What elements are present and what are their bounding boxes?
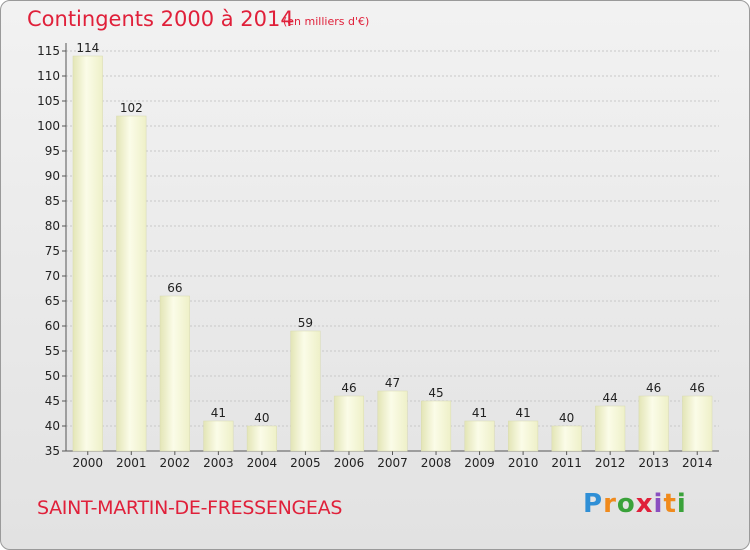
y-tick-label: 90 — [45, 169, 60, 183]
bar-2013 — [638, 395, 669, 452]
x-tick-label: 2009 — [464, 456, 495, 470]
proxiti-logo: Proxiti — [583, 489, 687, 519]
y-tick-label: 35 — [45, 444, 60, 458]
bar-2011 — [551, 425, 582, 452]
bar-value-label: 44 — [603, 391, 618, 405]
commune-name: SAINT-MARTIN-DE-FRESSENGEAS — [37, 497, 343, 519]
bar-2003 — [203, 420, 234, 452]
x-tick-label: 2013 — [638, 456, 669, 470]
bar-value-label: 41 — [515, 406, 530, 420]
logo-letter: t — [663, 489, 677, 519]
bar-2006 — [333, 395, 365, 452]
x-tick-label: 2002 — [160, 456, 191, 470]
bars — [72, 55, 713, 452]
y-tick-label: 80 — [45, 219, 60, 233]
bar-2008 — [420, 400, 452, 452]
bar-value-label: 41 — [211, 406, 226, 420]
y-tick-label: 50 — [45, 369, 60, 383]
y-tick-label: 60 — [45, 319, 60, 333]
bar-2010 — [508, 420, 539, 452]
y-tick-label: 85 — [45, 194, 60, 208]
bar-2002 — [159, 295, 190, 452]
bar-value-label: 40 — [559, 411, 574, 425]
logo-letter: i — [676, 489, 687, 519]
bar-value-label: 41 — [472, 406, 487, 420]
y-tick-label: 40 — [45, 419, 60, 433]
x-tick-label: 2004 — [247, 456, 278, 470]
bar-2007 — [377, 390, 408, 452]
x-tick-label: 2011 — [551, 456, 582, 470]
logo-letter: i — [653, 489, 664, 519]
bar-value-label: 46 — [690, 381, 705, 395]
y-tick-label: 115 — [37, 44, 60, 58]
bar-2005 — [290, 330, 321, 452]
bar-2014 — [682, 395, 713, 452]
y-tick-label: 95 — [45, 144, 60, 158]
y-tick-label: 110 — [37, 69, 60, 83]
x-tick-label: 2010 — [508, 456, 539, 470]
x-tick-label: 2006 — [334, 456, 365, 470]
bar-2000 — [72, 55, 103, 452]
y-tick-label: 45 — [45, 394, 60, 408]
x-tick-label: 2007 — [377, 456, 408, 470]
chart-title: Contingents 2000 à 2014 — [27, 7, 294, 31]
x-tick-label: 2003 — [203, 456, 234, 470]
bar-value-label: 46 — [646, 381, 661, 395]
bar-2004 — [246, 425, 277, 452]
y-tick-label: 65 — [45, 294, 60, 308]
y-tick-label: 70 — [45, 269, 60, 283]
x-tick-label: 2012 — [595, 456, 626, 470]
x-tick-label: 2005 — [290, 456, 321, 470]
y-tick-label: 100 — [37, 119, 60, 133]
y-tick-label: 75 — [45, 244, 60, 258]
logo-letter: o — [616, 489, 636, 519]
logo-letter: P — [583, 489, 604, 519]
x-tick-label: 2014 — [682, 456, 713, 470]
chart-subtitle: (en milliers d'€) — [283, 15, 370, 28]
bar-value-label: 66 — [167, 281, 182, 295]
logo-letter: r — [603, 489, 617, 519]
bar-value-label: 45 — [428, 386, 443, 400]
bar-value-label: 114 — [76, 41, 99, 55]
bar-2012 — [595, 405, 626, 452]
y-tick-label: 55 — [45, 344, 60, 358]
bar-value-label: 102 — [120, 101, 143, 115]
labels: 35 40 45 50 55 60 65 70 75 80 85 90 95 100 105 110 115 11… — [37, 41, 712, 470]
bar-value-label: 40 — [254, 411, 269, 425]
bar-2001 — [116, 115, 147, 452]
bar-value-label: 59 — [298, 316, 313, 330]
bar-value-label: 46 — [341, 381, 356, 395]
bar-2009 — [464, 420, 495, 452]
x-tick-label: 2000 — [72, 456, 103, 470]
bar-value-label: 47 — [385, 376, 400, 390]
y-tick-label: 105 — [37, 94, 60, 108]
logo-letter: x — [635, 489, 654, 519]
x-tick-label: 2008 — [421, 456, 452, 470]
x-tick-label: 2001 — [116, 456, 147, 470]
